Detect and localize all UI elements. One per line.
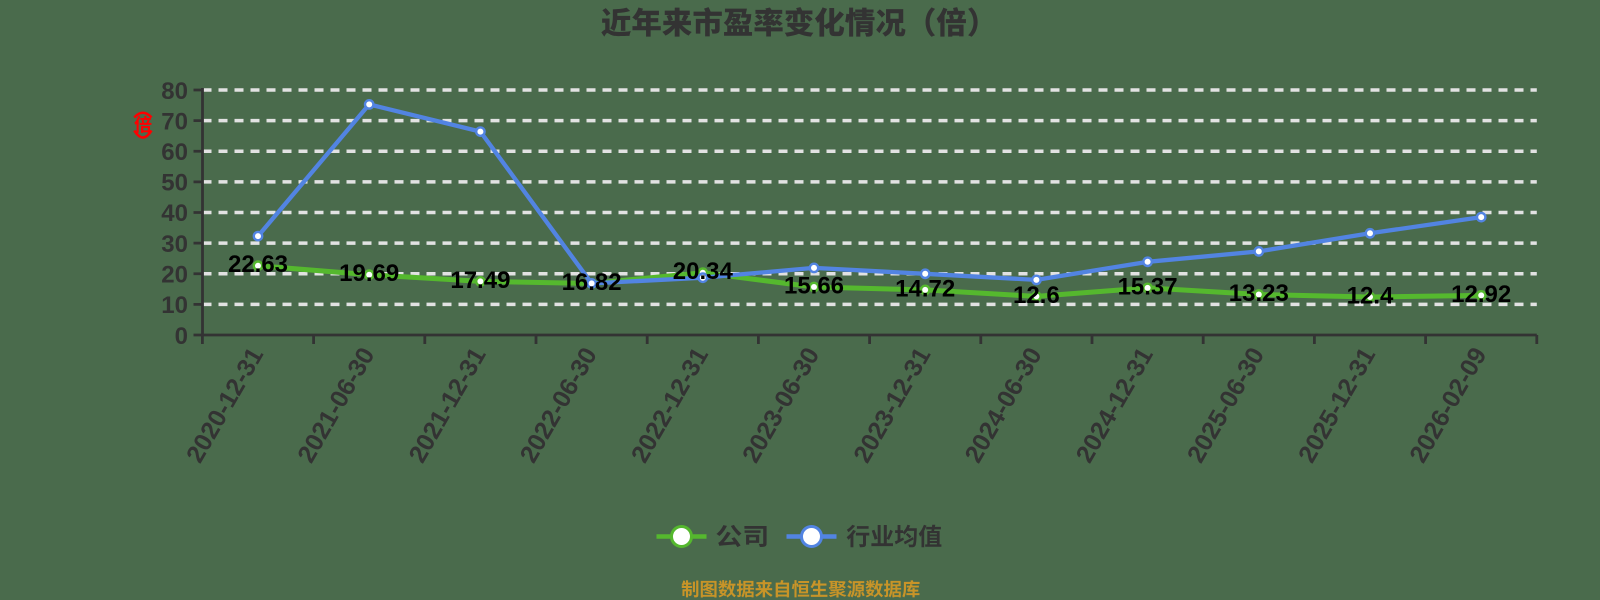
svg-text:16.82: 16.82	[562, 269, 622, 296]
svg-text:80: 80	[161, 78, 188, 105]
svg-text:30: 30	[161, 231, 188, 258]
svg-text:17.49: 17.49	[450, 267, 510, 294]
svg-text:70: 70	[161, 108, 188, 135]
svg-text:14.72: 14.72	[895, 275, 955, 302]
svg-text:0: 0	[175, 323, 188, 350]
svg-text:22.63: 22.63	[228, 251, 288, 278]
svg-text:15.37: 15.37	[1118, 273, 1178, 300]
svg-text:60: 60	[161, 139, 188, 166]
svg-text:12.92: 12.92	[1451, 281, 1511, 308]
svg-text:13.23: 13.23	[1229, 280, 1289, 307]
svg-text:10: 10	[161, 292, 188, 319]
svg-text:40: 40	[161, 200, 188, 227]
svg-text:12.4: 12.4	[1347, 283, 1394, 310]
svg-text:20: 20	[161, 262, 188, 289]
svg-text:12.6: 12.6	[1013, 282, 1060, 309]
svg-text:15.66: 15.66	[784, 273, 844, 300]
svg-text:19.69: 19.69	[339, 260, 399, 287]
svg-text:50: 50	[161, 170, 188, 197]
svg-text:20.34: 20.34	[673, 258, 734, 285]
